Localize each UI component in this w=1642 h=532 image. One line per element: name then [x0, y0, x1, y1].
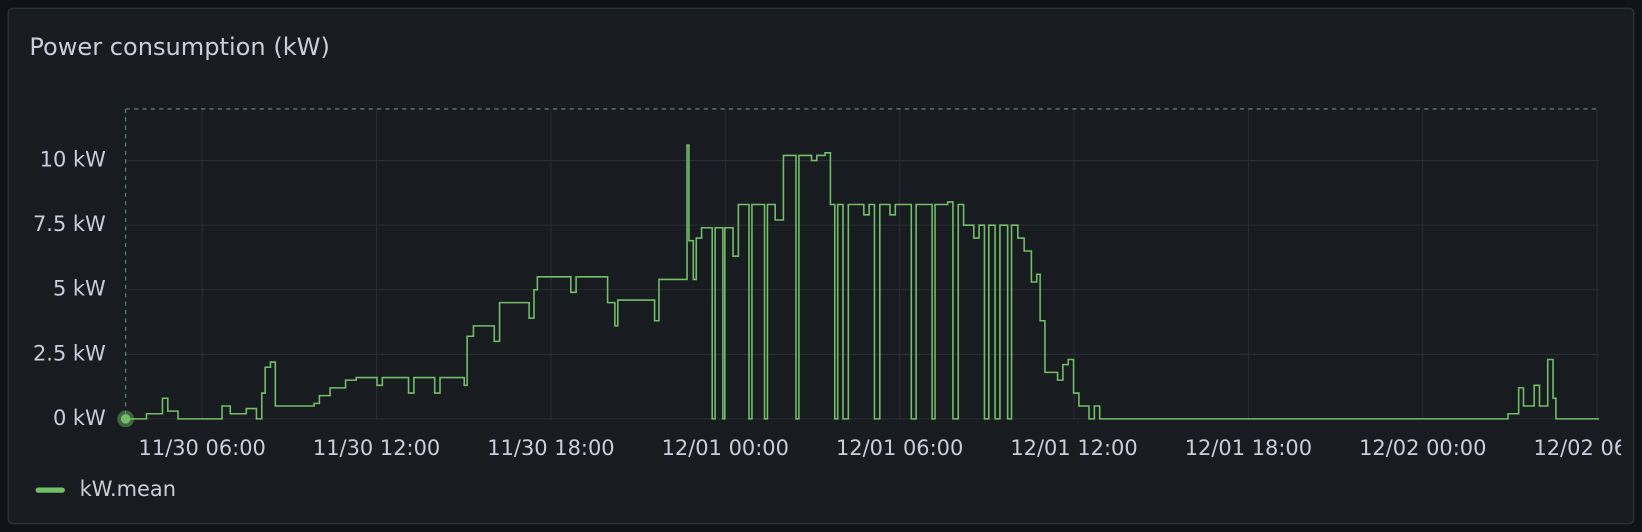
x-tick-label: 11/30 06:00: [139, 436, 266, 460]
x-tick-label: 11/30 18:00: [487, 436, 614, 460]
x-tick-label: 12/01 00:00: [662, 436, 789, 460]
series-line: [125, 144, 1600, 420]
y-tick-label: 10 kW: [40, 148, 106, 172]
y-tick-label: 2.5 kW: [33, 341, 106, 365]
x-tick-label: 12/02 00:00: [1359, 436, 1486, 460]
legend-label: kW.mean: [80, 477, 176, 501]
panel-title: Power consumption (kW): [29, 33, 330, 61]
y-tick-label: 5 kW: [53, 277, 106, 301]
x-tick-label: 12/01 06:00: [836, 436, 963, 460]
panel-frame: [7, 7, 1635, 525]
x-tick-label: 12/02 06:00: [1533, 436, 1642, 460]
legend-swatch: [35, 487, 65, 493]
x-tick-label: 12/01 12:00: [1010, 436, 1137, 460]
x-tick-label: 11/30 12:00: [313, 436, 440, 460]
plot: 11/30 06:00 11/30 12:00 11/30 18:00 12/01 0…: [117, 108, 1642, 460]
hover-point-core: [120, 414, 131, 424]
y-tick-label: 0 kW: [53, 406, 106, 430]
legend: kW.mean: [35, 477, 176, 501]
y-tick-label: 7.5 kW: [33, 212, 106, 236]
x-tick-label: 12/01 18:00: [1185, 436, 1312, 460]
